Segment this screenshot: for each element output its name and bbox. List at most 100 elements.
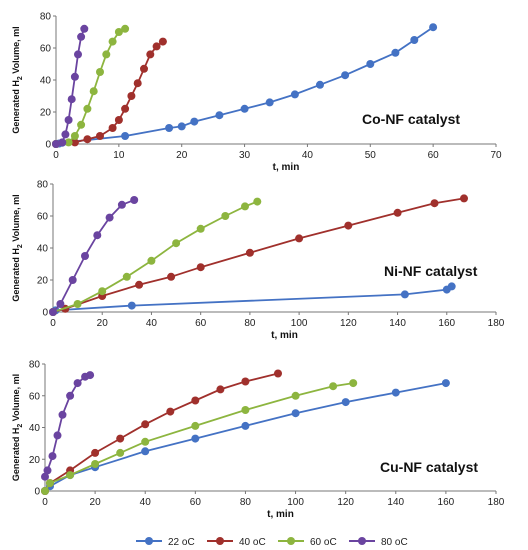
data-point	[341, 398, 350, 407]
data-point	[241, 202, 249, 211]
x-tick-label: 0	[53, 150, 59, 161]
legend-label: 60 oC	[310, 537, 337, 548]
legend-item-22: 22 oC	[136, 537, 195, 548]
x-tick-label: 160	[438, 497, 455, 508]
catalyst-label: Ni-NF catalyst	[384, 263, 478, 279]
y-tick-label: 60	[40, 44, 52, 55]
data-point	[96, 68, 104, 76]
data-point	[166, 407, 175, 416]
y-tick-label: 80	[37, 180, 49, 191]
data-point	[61, 130, 70, 139]
data-point	[196, 224, 205, 233]
data-point	[133, 79, 142, 88]
data-point	[43, 466, 52, 475]
x-tick-label: 80	[240, 497, 252, 508]
data-point	[48, 452, 57, 461]
data-point	[240, 104, 249, 113]
x-tick-label: 50	[365, 150, 377, 161]
data-point	[98, 287, 107, 296]
data-point	[141, 437, 150, 446]
x-tick-label: 120	[340, 318, 357, 329]
series-40-oC	[41, 369, 282, 495]
data-point	[191, 396, 200, 405]
y-tick-label: 80	[40, 12, 52, 23]
x-tick-label: 20	[97, 318, 109, 329]
legend-item-40: 40 oC	[207, 537, 266, 548]
x-axis-label: t, min	[271, 330, 298, 341]
data-point	[121, 24, 130, 33]
data-point	[135, 280, 144, 289]
x-tick-label: 80	[244, 318, 256, 329]
x-tick-label: 10	[113, 150, 125, 161]
catalyst-label: Co-NF catalyst	[362, 111, 460, 127]
data-point	[167, 272, 176, 281]
chart-ni-nf: 0 20 40 60 80 100 120 140 160 180 0 20 40 60 80 t, min G…	[11, 180, 505, 342]
data-point	[64, 116, 73, 124]
data-point	[46, 479, 54, 488]
data-point	[441, 379, 450, 388]
data-point	[172, 239, 181, 248]
chart-cu-nf: 0 20 40 60 80 100 120 140 160 180 0 20 40 60 80 t, min G…	[11, 360, 505, 521]
data-point	[274, 369, 282, 378]
data-point	[73, 300, 82, 308]
data-point	[349, 379, 358, 388]
y-tick-label: 40	[40, 76, 52, 87]
data-point	[66, 471, 75, 480]
series-22-oC	[41, 379, 450, 495]
y-tick-label: 20	[40, 108, 52, 119]
series-line	[52, 285, 453, 313]
legend-label: 22 oC	[168, 537, 195, 548]
series-40-oC	[49, 194, 468, 316]
data-point	[83, 104, 92, 113]
x-tick-label: 0	[42, 497, 48, 508]
data-point	[41, 472, 49, 481]
x-axis-label: t, min	[273, 162, 300, 173]
legend: 22 oC 40 oC 60 oC 80 oC	[136, 537, 408, 548]
y-axis-label: Generated H2 Volume, ml	[11, 26, 24, 133]
data-point	[91, 460, 100, 468]
data-point	[68, 276, 77, 284]
series-line	[44, 372, 279, 492]
data-point	[366, 60, 375, 68]
y-tick-label: 60	[37, 212, 49, 223]
chart-co-nf: 0 10 20 30 40 50 60 70 0 20 40 60 80 t, min Generated …	[11, 12, 502, 174]
data-point	[241, 421, 250, 430]
x-tick-label: 40	[146, 318, 158, 329]
data-point	[177, 122, 186, 131]
y-tick-label: 0	[42, 308, 48, 319]
data-point	[93, 231, 102, 240]
data-point	[77, 120, 86, 129]
data-point	[91, 448, 100, 457]
x-tick-label: 180	[488, 497, 505, 508]
data-point	[400, 290, 409, 299]
data-point	[265, 98, 274, 107]
data-point	[116, 434, 125, 443]
series-80-oC	[52, 24, 89, 148]
data-point	[253, 197, 262, 206]
data-point	[89, 87, 98, 96]
data-point	[245, 248, 254, 257]
data-point	[83, 135, 92, 144]
data-point	[81, 252, 89, 260]
data-point	[191, 434, 200, 443]
data-point	[77, 32, 86, 41]
data-point	[190, 117, 199, 126]
x-tick-label: 60	[428, 150, 440, 161]
y-tick-label: 0	[34, 487, 40, 498]
x-tick-label: 100	[291, 318, 308, 329]
data-point	[70, 132, 79, 140]
series-80-oC	[49, 196, 139, 316]
x-tick-label: 60	[195, 318, 207, 329]
x-tick-label: 60	[190, 497, 202, 508]
data-point	[147, 256, 156, 265]
y-tick-label: 60	[29, 391, 41, 402]
data-point	[391, 48, 400, 57]
data-point	[165, 124, 174, 132]
data-point	[391, 388, 400, 397]
data-point	[80, 24, 89, 33]
data-point	[86, 371, 95, 380]
y-tick-label: 80	[29, 360, 41, 371]
x-tick-label: 20	[90, 497, 102, 508]
data-point	[130, 196, 139, 204]
data-point	[291, 409, 300, 418]
